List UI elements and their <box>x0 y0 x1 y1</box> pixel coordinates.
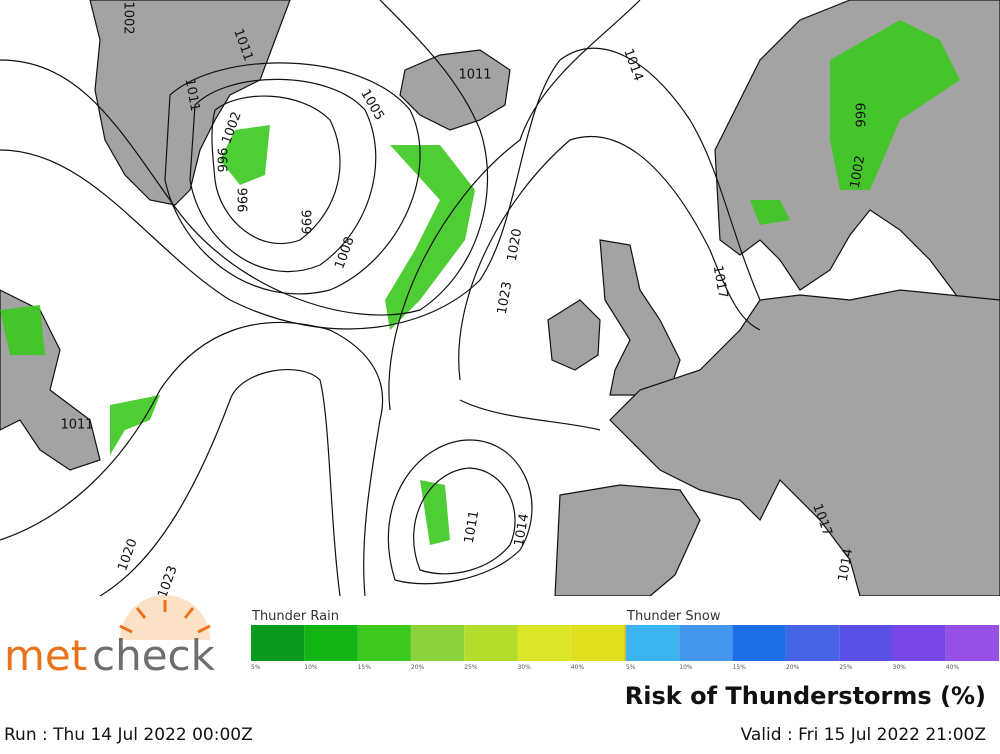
isobar-label: 1017 <box>710 264 731 299</box>
isobar-label: 1011 <box>60 418 93 433</box>
precipitation <box>0 20 960 545</box>
logo: met check <box>4 595 216 680</box>
run-time: Run : Thu 14 Jul 2022 00:00Z <box>4 725 253 745</box>
isobar-label: 1011 <box>462 509 483 544</box>
valid-time: Valid : Fri 15 Jul 2022 21:00Z <box>741 725 986 745</box>
legend-label: 20% <box>786 664 800 671</box>
legend: 5% 10% 15% 20% 25% 30% 40% 5% 10% 15% 20% 25% 30% 40% <box>251 625 1000 671</box>
logo-rays <box>119 600 211 634</box>
isobar-label: 1014 <box>512 512 533 547</box>
isobar-label: 999 <box>855 103 870 128</box>
legend-swatch <box>517 625 571 661</box>
logo-check: check <box>92 631 216 680</box>
legend-label: 10% <box>679 664 693 671</box>
legend-label: 40% <box>946 664 960 671</box>
legend-title: Thunder Snow <box>626 609 721 624</box>
legend-label: 30% <box>518 664 532 671</box>
isobar-label: 1011 <box>182 77 203 112</box>
legend-label: 5% <box>251 664 261 671</box>
legend-label: 20% <box>411 664 425 671</box>
legend-swatch <box>570 625 625 661</box>
isobars <box>0 0 761 597</box>
isobar-label: 1011 <box>458 68 491 83</box>
legend-label: 25% <box>464 664 478 671</box>
legend-swatch <box>892 625 946 661</box>
isobar-label: 996 <box>217 148 232 173</box>
legend-swatch <box>679 625 733 661</box>
legend-swatch <box>251 625 305 661</box>
legend-swatch <box>785 625 840 661</box>
legend-swatch <box>945 625 1000 661</box>
legend-swatch <box>357 625 411 661</box>
chart-title: Risk of Thunderstorms (%) <box>625 682 986 710</box>
legend-swatch <box>464 625 518 661</box>
legend-label: 10% <box>304 664 318 671</box>
legend-label: 25% <box>839 664 853 671</box>
isobar-label: 1023 <box>495 280 516 315</box>
legend-label: 40% <box>571 664 585 671</box>
footer-bg <box>0 596 1000 749</box>
legend-title: Thunder Rain <box>251 609 339 624</box>
isobar-label: 1002 <box>848 154 869 189</box>
legend-swatch <box>304 625 358 661</box>
legend-swatch <box>839 625 893 661</box>
isobar-label: 999 <box>298 210 313 235</box>
legend-swatch <box>410 625 465 661</box>
isobar-label: 1002 <box>121 1 136 34</box>
isobar-label: 996 <box>234 188 249 213</box>
isobar-label: 1020 <box>505 227 526 262</box>
legend-label: 30% <box>893 664 907 671</box>
legend-swatch <box>626 625 680 661</box>
legend-label: 5% <box>626 664 636 671</box>
logo-sun <box>120 595 210 640</box>
legend-label: 15% <box>733 664 747 671</box>
legend-swatch <box>732 625 786 661</box>
legend-label: 15% <box>358 664 372 671</box>
logo-met: met <box>4 631 87 680</box>
isobar-label: 1014 <box>836 547 857 582</box>
